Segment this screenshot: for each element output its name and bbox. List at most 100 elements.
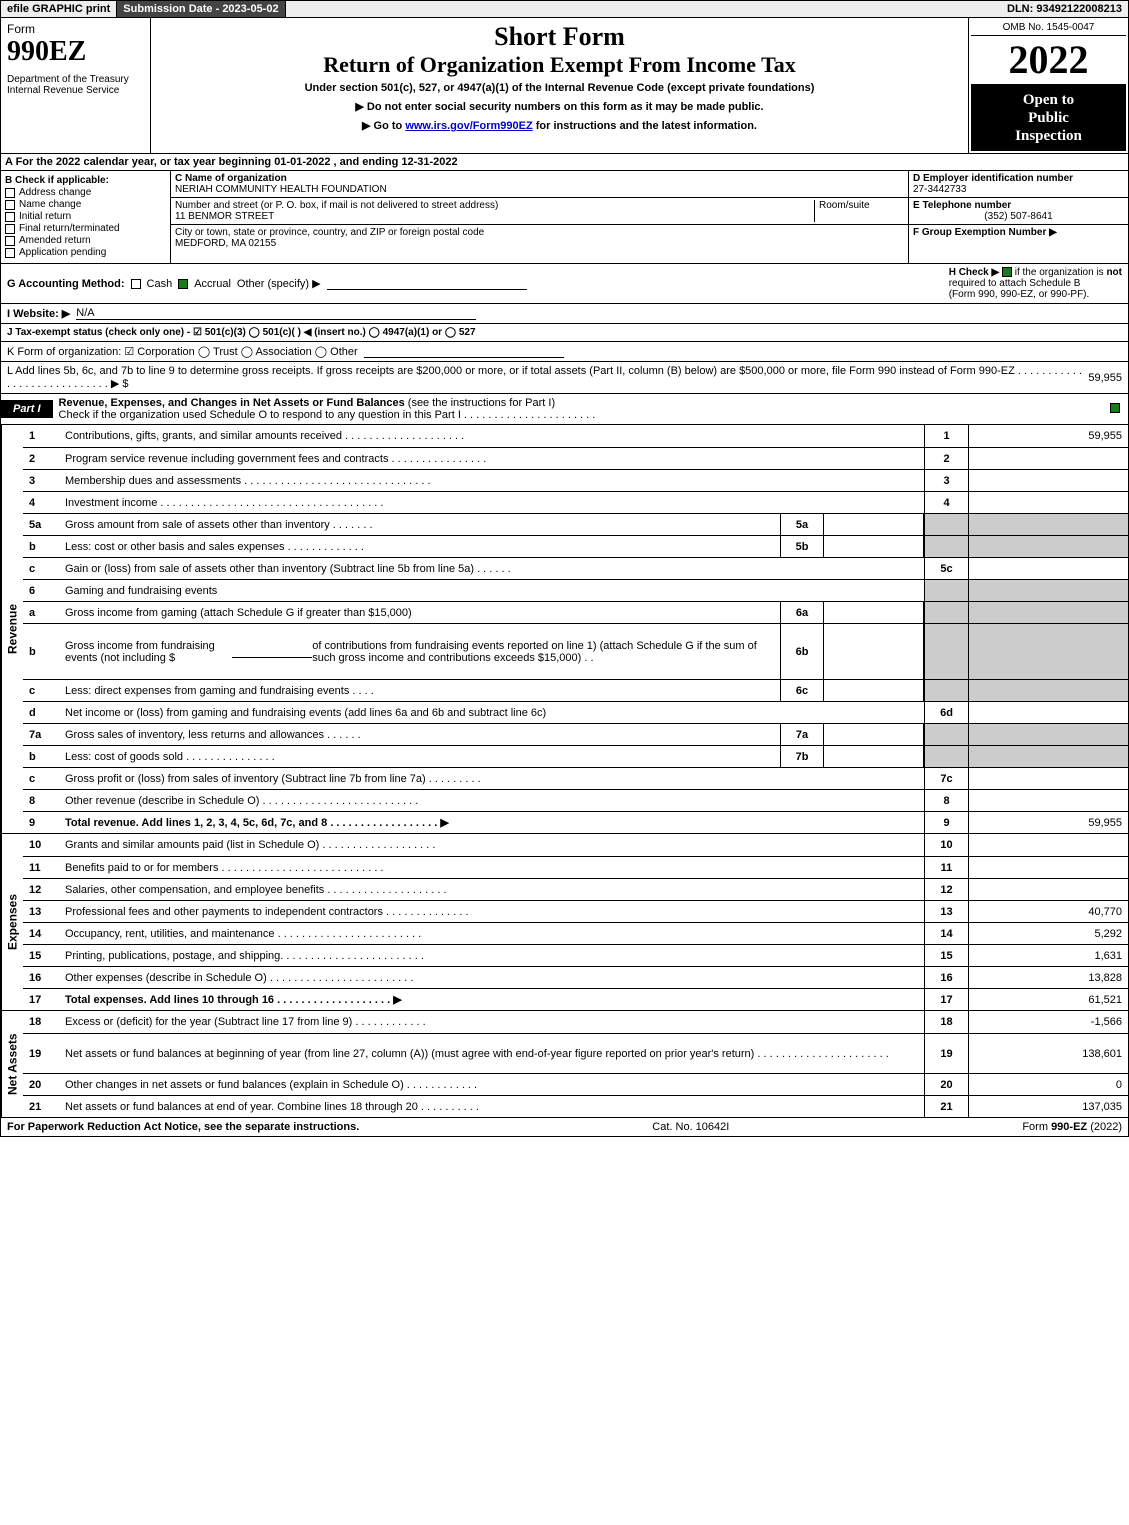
l20-key: 20 bbox=[924, 1074, 968, 1095]
checkbox-final[interactable] bbox=[5, 224, 15, 234]
page-footer: For Paperwork Reduction Act Notice, see … bbox=[0, 1118, 1129, 1137]
expenses-lines: 10Grants and similar amounts paid (list … bbox=[23, 834, 1128, 1010]
row-i: I Website: ▶ N/A bbox=[0, 304, 1129, 324]
l5a-subval bbox=[824, 514, 924, 535]
l4-val bbox=[968, 492, 1128, 513]
row-gh: G Accounting Method: Cash Accrual Other … bbox=[0, 264, 1129, 304]
l6b-desc2: of contributions from fundraising events… bbox=[312, 640, 776, 664]
l5c-key: 5c bbox=[924, 558, 968, 579]
row-l-val: 59,955 bbox=[1088, 372, 1122, 384]
irs-label: Internal Revenue Service bbox=[7, 85, 144, 96]
l1-key: 1 bbox=[924, 425, 968, 447]
l2-val bbox=[968, 448, 1128, 469]
l5a-desc: Gross amount from sale of assets other t… bbox=[61, 514, 780, 535]
footer-right: Form 990-EZ (2022) bbox=[1022, 1121, 1122, 1133]
checkbox-part1[interactable] bbox=[1110, 403, 1120, 413]
checkbox-accrual[interactable] bbox=[178, 279, 188, 289]
l6d-desc: Net income or (loss) from gaming and fun… bbox=[61, 702, 924, 723]
footer-right-pre: Form bbox=[1022, 1121, 1051, 1133]
footer-mid: Cat. No. 10642I bbox=[652, 1121, 729, 1133]
h-pre: H Check ▶ bbox=[949, 267, 999, 278]
l14-val: 5,292 bbox=[968, 923, 1128, 944]
l18-val: -1,566 bbox=[968, 1011, 1128, 1033]
l5b-subval bbox=[824, 536, 924, 557]
chk-amended: Amended return bbox=[19, 235, 91, 246]
l7a-desc: Gross sales of inventory, less returns a… bbox=[61, 724, 780, 745]
l21-no: 21 bbox=[23, 1096, 61, 1117]
l2-key: 2 bbox=[924, 448, 968, 469]
dln: DLN: 93492122008213 bbox=[1001, 1, 1128, 17]
row-k-other[interactable] bbox=[364, 346, 564, 358]
checkbox-amended[interactable] bbox=[5, 236, 15, 246]
l5a-key bbox=[924, 514, 968, 535]
l8-val bbox=[968, 790, 1128, 811]
city-label: City or town, state or province, country… bbox=[175, 227, 904, 238]
l6c-key bbox=[924, 680, 968, 701]
footer-left: For Paperwork Reduction Act Notice, see … bbox=[7, 1121, 359, 1133]
part1-check bbox=[1110, 403, 1128, 416]
other-label: Other (specify) ▶ bbox=[237, 277, 321, 290]
chk-name: Name change bbox=[19, 199, 81, 210]
l1-desc: Contributions, gifts, grants, and simila… bbox=[61, 425, 924, 447]
checkbox-cash[interactable] bbox=[131, 279, 141, 289]
l6c-val bbox=[968, 680, 1128, 701]
l11-desc: Benefits paid to or for members . . . . … bbox=[61, 857, 924, 878]
chk-address: Address change bbox=[19, 187, 91, 198]
box-f-label: F Group Exemption Number ▶ bbox=[913, 227, 1124, 238]
checkbox-pending[interactable] bbox=[5, 248, 15, 258]
l5b-sub: 5b bbox=[780, 536, 824, 557]
l10-desc: Grants and similar amounts paid (list in… bbox=[61, 834, 924, 856]
part1-title: Revenue, Expenses, and Changes in Net As… bbox=[53, 394, 602, 424]
box-def: D Employer identification number 27-3442… bbox=[908, 171, 1128, 263]
other-input[interactable] bbox=[327, 278, 527, 290]
l1-no: 1 bbox=[23, 425, 61, 447]
l11-no: 11 bbox=[23, 857, 61, 878]
h-text3: required to attach Schedule B bbox=[949, 278, 1081, 289]
l6-val bbox=[968, 580, 1128, 601]
l7a-key bbox=[924, 724, 968, 745]
instr-link: ▶ Go to www.irs.gov/Form990EZ for instru… bbox=[155, 119, 964, 132]
l3-key: 3 bbox=[924, 470, 968, 491]
l6b-blank[interactable] bbox=[232, 646, 312, 658]
row-h: H Check ▶ if the organization is not req… bbox=[949, 267, 1122, 300]
l5b-val bbox=[968, 536, 1128, 557]
l7c-no: c bbox=[23, 768, 61, 789]
checkbox-initial[interactable] bbox=[5, 212, 15, 222]
h-not: not bbox=[1106, 267, 1122, 278]
l17-desc: Total expenses. Add lines 10 through 16 … bbox=[61, 989, 924, 1010]
l12-desc: Salaries, other compensation, and employ… bbox=[61, 879, 924, 900]
checkbox-name[interactable] bbox=[5, 200, 15, 210]
form-number: 990EZ bbox=[7, 36, 144, 68]
box-c: C Name of organization NERIAH COMMUNITY … bbox=[171, 171, 908, 263]
revenue-lines: 1Contributions, gifts, grants, and simil… bbox=[23, 425, 1128, 833]
expenses-label: Expenses bbox=[1, 834, 23, 1010]
l15-desc: Printing, publications, postage, and shi… bbox=[61, 945, 924, 966]
room-suite: Room/suite bbox=[814, 200, 904, 222]
l21-desc: Net assets or fund balances at end of ye… bbox=[61, 1096, 924, 1117]
checkbox-address[interactable] bbox=[5, 188, 15, 198]
footer-right-post: (2022) bbox=[1087, 1121, 1122, 1133]
l3-no: 3 bbox=[23, 470, 61, 491]
subtitle: Under section 501(c), 527, or 4947(a)(1)… bbox=[155, 82, 964, 94]
checkbox-h[interactable] bbox=[1002, 267, 1012, 277]
box-e-label: E Telephone number bbox=[913, 200, 1124, 211]
header-center: Short Form Return of Organization Exempt… bbox=[151, 18, 968, 153]
l6d-val bbox=[968, 702, 1128, 723]
submission-date: Submission Date - 2023-05-02 bbox=[117, 1, 285, 17]
l9-no: 9 bbox=[23, 812, 61, 833]
website-value: N/A bbox=[76, 307, 476, 320]
l15-val: 1,631 bbox=[968, 945, 1128, 966]
l10-key: 10 bbox=[924, 834, 968, 856]
l6b-val bbox=[968, 624, 1128, 679]
l6b-subval bbox=[824, 624, 924, 679]
irs-link[interactable]: www.irs.gov/Form990EZ bbox=[405, 120, 532, 132]
l18-desc: Excess or (deficit) for the year (Subtra… bbox=[61, 1011, 924, 1033]
l13-key: 13 bbox=[924, 901, 968, 922]
l12-key: 12 bbox=[924, 879, 968, 900]
l13-no: 13 bbox=[23, 901, 61, 922]
l3-val bbox=[968, 470, 1128, 491]
l7c-val bbox=[968, 768, 1128, 789]
l19-val: 138,601 bbox=[968, 1034, 1128, 1073]
l3-desc: Membership dues and assessments . . . . … bbox=[61, 470, 924, 491]
part1-header: Part I Revenue, Expenses, and Changes in… bbox=[0, 394, 1129, 425]
